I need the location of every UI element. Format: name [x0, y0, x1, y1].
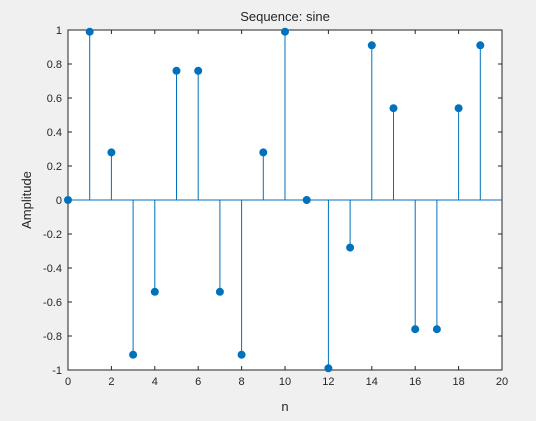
x-tick-label: 20: [496, 376, 508, 388]
x-tick-label: 10: [279, 376, 291, 388]
stem-marker: [346, 243, 355, 252]
stem-marker: [259, 148, 268, 157]
stem-marker: [432, 325, 441, 334]
x-tick-label: 18: [452, 376, 464, 388]
stem-marker: [64, 196, 72, 204]
stem-marker: [324, 364, 333, 373]
x-tick-label: 6: [195, 376, 201, 388]
y-tick-label: -0.2: [43, 229, 62, 241]
stem-marker: [172, 66, 181, 75]
x-axis-label: n: [281, 399, 288, 414]
stem-marker: [107, 148, 116, 157]
x-tick-label: 2: [108, 376, 114, 388]
y-tick-label: 1: [56, 25, 62, 37]
stem-marker: [454, 104, 463, 113]
stem-marker: [150, 287, 159, 296]
y-tick-label: 0: [56, 195, 62, 207]
y-tick-label: -1: [52, 365, 62, 377]
x-tick-label: 16: [409, 376, 421, 388]
y-tick-label: -0.6: [43, 297, 62, 309]
x-tick-label: 14: [366, 376, 378, 388]
x-tick-label: 4: [152, 376, 158, 388]
stem-marker: [237, 350, 246, 359]
x-tick-label: 0: [65, 376, 71, 388]
x-tick-label: 12: [322, 376, 334, 388]
y-tick-label: -0.4: [43, 263, 62, 275]
stem-marker: [194, 66, 203, 75]
stem-marker: [411, 325, 420, 334]
stem-marker: [215, 287, 224, 296]
stem-marker: [85, 27, 94, 36]
stem-marker: [367, 41, 376, 50]
y-tick-label: 0.8: [47, 59, 62, 71]
y-tick-label: 0.4: [47, 127, 62, 139]
y-tick-label: 0.6: [47, 93, 62, 105]
y-tick-label: -0.8: [43, 331, 62, 343]
y-axis-label: Amplitude: [19, 171, 34, 229]
x-tick-label: 8: [239, 376, 245, 388]
stem-marker: [389, 104, 398, 113]
stem-marker: [281, 27, 289, 36]
y-tick-label: 0.2: [47, 161, 62, 173]
stem-marker: [476, 41, 485, 50]
stem-marker: [129, 350, 138, 359]
chart-title: Sequence: sine: [240, 9, 330, 24]
stem-marker: [302, 196, 311, 204]
